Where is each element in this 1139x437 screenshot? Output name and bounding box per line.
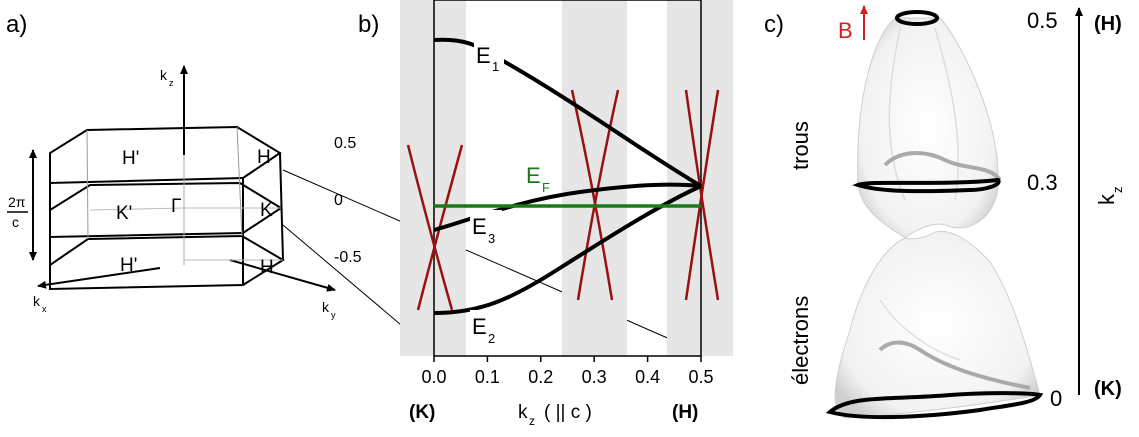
fermi-label: E xyxy=(526,163,541,188)
point-H-bottom: H xyxy=(260,257,274,278)
orbit-gray-lower xyxy=(878,340,1031,390)
orbit-gray-upper xyxy=(883,151,1002,182)
end-bottom-label: (K) xyxy=(1094,378,1122,400)
x-tick-label: 0.1 xyxy=(475,367,500,387)
panel-b-label: b) xyxy=(358,11,379,38)
band-E3-label: E xyxy=(472,214,487,239)
top-hexagon xyxy=(49,125,282,185)
dirac-cones xyxy=(406,89,720,311)
x-end-right: (H) xyxy=(672,402,698,423)
x-tick-group: 0.0 0.1 0.2 0.3 0.4 0.5 xyxy=(421,356,714,387)
kz-axis-label: k xyxy=(160,67,168,83)
band-E2-label: E xyxy=(472,314,487,339)
cone-left-a xyxy=(406,144,454,311)
kz-value-bottom: 0 xyxy=(1050,386,1062,411)
band-E1-label: E xyxy=(476,43,491,68)
plot-frame xyxy=(433,0,702,357)
height-numerator: 2π xyxy=(8,194,26,210)
cone-mid-a xyxy=(570,89,614,301)
kz-tick-bottom: -0.5 xyxy=(334,249,362,266)
fermi-sub: F xyxy=(542,180,550,195)
kx-axis-sub: x xyxy=(42,304,47,314)
point-H-prime-top: H' xyxy=(122,148,139,169)
ky-axis-label: k xyxy=(322,299,330,315)
kz-value-top: 0.5 xyxy=(1027,8,1058,33)
kz-tick-top: 0.5 xyxy=(334,135,356,152)
kz-value-mid: 0.3 xyxy=(1027,170,1058,195)
point-K-prime: K' xyxy=(116,203,132,224)
end-top-label: (H) xyxy=(1094,13,1122,35)
electron-pocket xyxy=(834,230,1041,419)
x-axis-label-rest: ( || c ) xyxy=(544,402,592,423)
shade-column-2 xyxy=(562,0,627,356)
bottom-hexagon xyxy=(49,234,285,291)
band-E3-sub: 3 xyxy=(488,231,495,246)
kz-axis-c-label: k xyxy=(1094,193,1119,205)
x-axis-label-sub: z xyxy=(529,414,535,428)
kx-axis-label: k xyxy=(33,293,41,309)
x-axis-label-k: k xyxy=(518,402,528,423)
x-tick-label: 0.2 xyxy=(528,367,553,387)
ky-axis-arrow xyxy=(229,259,336,292)
band-E1-sub: 1 xyxy=(492,59,499,74)
electrons-label: électrons xyxy=(788,296,813,385)
holes-label: trous xyxy=(788,121,813,170)
fermi-surface xyxy=(825,10,1044,420)
field-label: B xyxy=(838,18,853,43)
point-Gamma: Γ xyxy=(171,196,181,217)
x-tick-label: 0.0 xyxy=(421,367,446,387)
orbit-bottom xyxy=(825,391,1044,420)
point-K: K xyxy=(260,200,273,221)
cone-mid-b xyxy=(576,89,620,301)
kx-axis-arrow xyxy=(37,267,161,289)
panel-a-label: a) xyxy=(6,11,27,38)
panel-c-label: c) xyxy=(764,11,784,38)
band-E1 xyxy=(433,37,703,188)
panel-b: b) 0.0 0.1 0.2 0.3 0.4 0.5 E 1 E xyxy=(358,0,733,428)
band-E3 xyxy=(433,182,702,232)
middle-hexagon xyxy=(49,181,283,239)
point-H-top: H xyxy=(257,147,271,168)
cone-right-b xyxy=(684,89,720,301)
point-H-prime-bottom: H' xyxy=(120,255,137,276)
kz-axis-c-sub: z xyxy=(1110,187,1125,194)
panel-a: a) k z k x k y xyxy=(4,11,696,353)
kz-tick-mid: 0 xyxy=(334,192,343,209)
panel-c: c) B trous électrons 0.5 0.3 0 xyxy=(764,5,1125,420)
brillouin-zone-prism xyxy=(49,125,285,291)
kz-axis-sub: z xyxy=(169,78,174,88)
x-tick-label: 0.4 xyxy=(635,367,660,387)
x-end-left: (K) xyxy=(409,402,435,423)
x-tick-label: 0.5 xyxy=(688,367,713,387)
orbit-mid xyxy=(852,177,1001,194)
ky-axis-sub: y xyxy=(331,310,336,320)
shade-column-1 xyxy=(400,0,466,356)
x-tick-label: 0.3 xyxy=(582,367,607,387)
hole-pocket xyxy=(857,17,999,239)
band-E2-sub: 2 xyxy=(488,331,495,346)
orbit-top xyxy=(895,10,939,26)
height-denominator: c xyxy=(12,214,19,230)
